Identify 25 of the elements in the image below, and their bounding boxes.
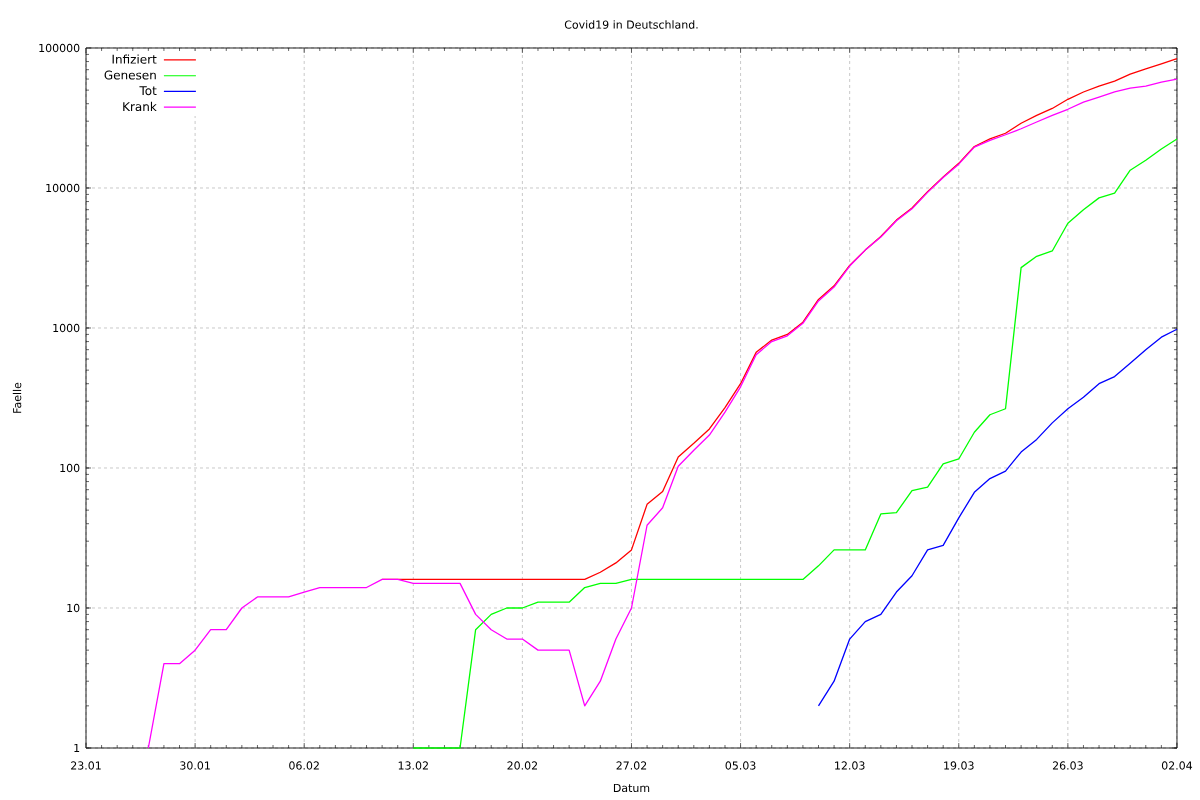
x-tick-label: 20.02	[507, 761, 538, 770]
line-series	[817, 328, 1178, 707]
y-tick-label: 1000	[53, 323, 80, 333]
x-axis-title: Datum	[613, 783, 650, 793]
y-tick-label: 100000	[39, 43, 80, 53]
x-tick-label: 27.02	[616, 761, 647, 770]
legend-label: Tot	[139, 86, 157, 96]
legend-label: Infiziert	[112, 54, 157, 64]
x-tick-label: 30.01	[180, 761, 210, 770]
x-tick-label: 06.02	[289, 761, 319, 770]
y-axis-title: Faelle	[12, 382, 22, 413]
x-tick-label: 23.01	[71, 761, 101, 770]
y-tick-label: 10000	[46, 183, 80, 193]
x-tick-label: 02.04	[1161, 761, 1193, 770]
legend-label: Krank	[123, 101, 157, 112]
legend-label: Genesen	[104, 70, 156, 80]
y-tick-label: 100	[60, 463, 80, 473]
chart-title: Covid19 in Deutschland.	[564, 20, 698, 29]
y-tick-label: 10	[67, 603, 80, 613]
y-tick-label: 1	[74, 743, 80, 753]
x-tick-label: 13.02	[398, 761, 428, 770]
x-tick-label: 05.03	[725, 761, 756, 770]
x-tick-label: 19.03	[944, 761, 974, 770]
x-tick-label: 12.03	[835, 761, 865, 770]
x-tick-label: 26.03	[1052, 761, 1083, 770]
